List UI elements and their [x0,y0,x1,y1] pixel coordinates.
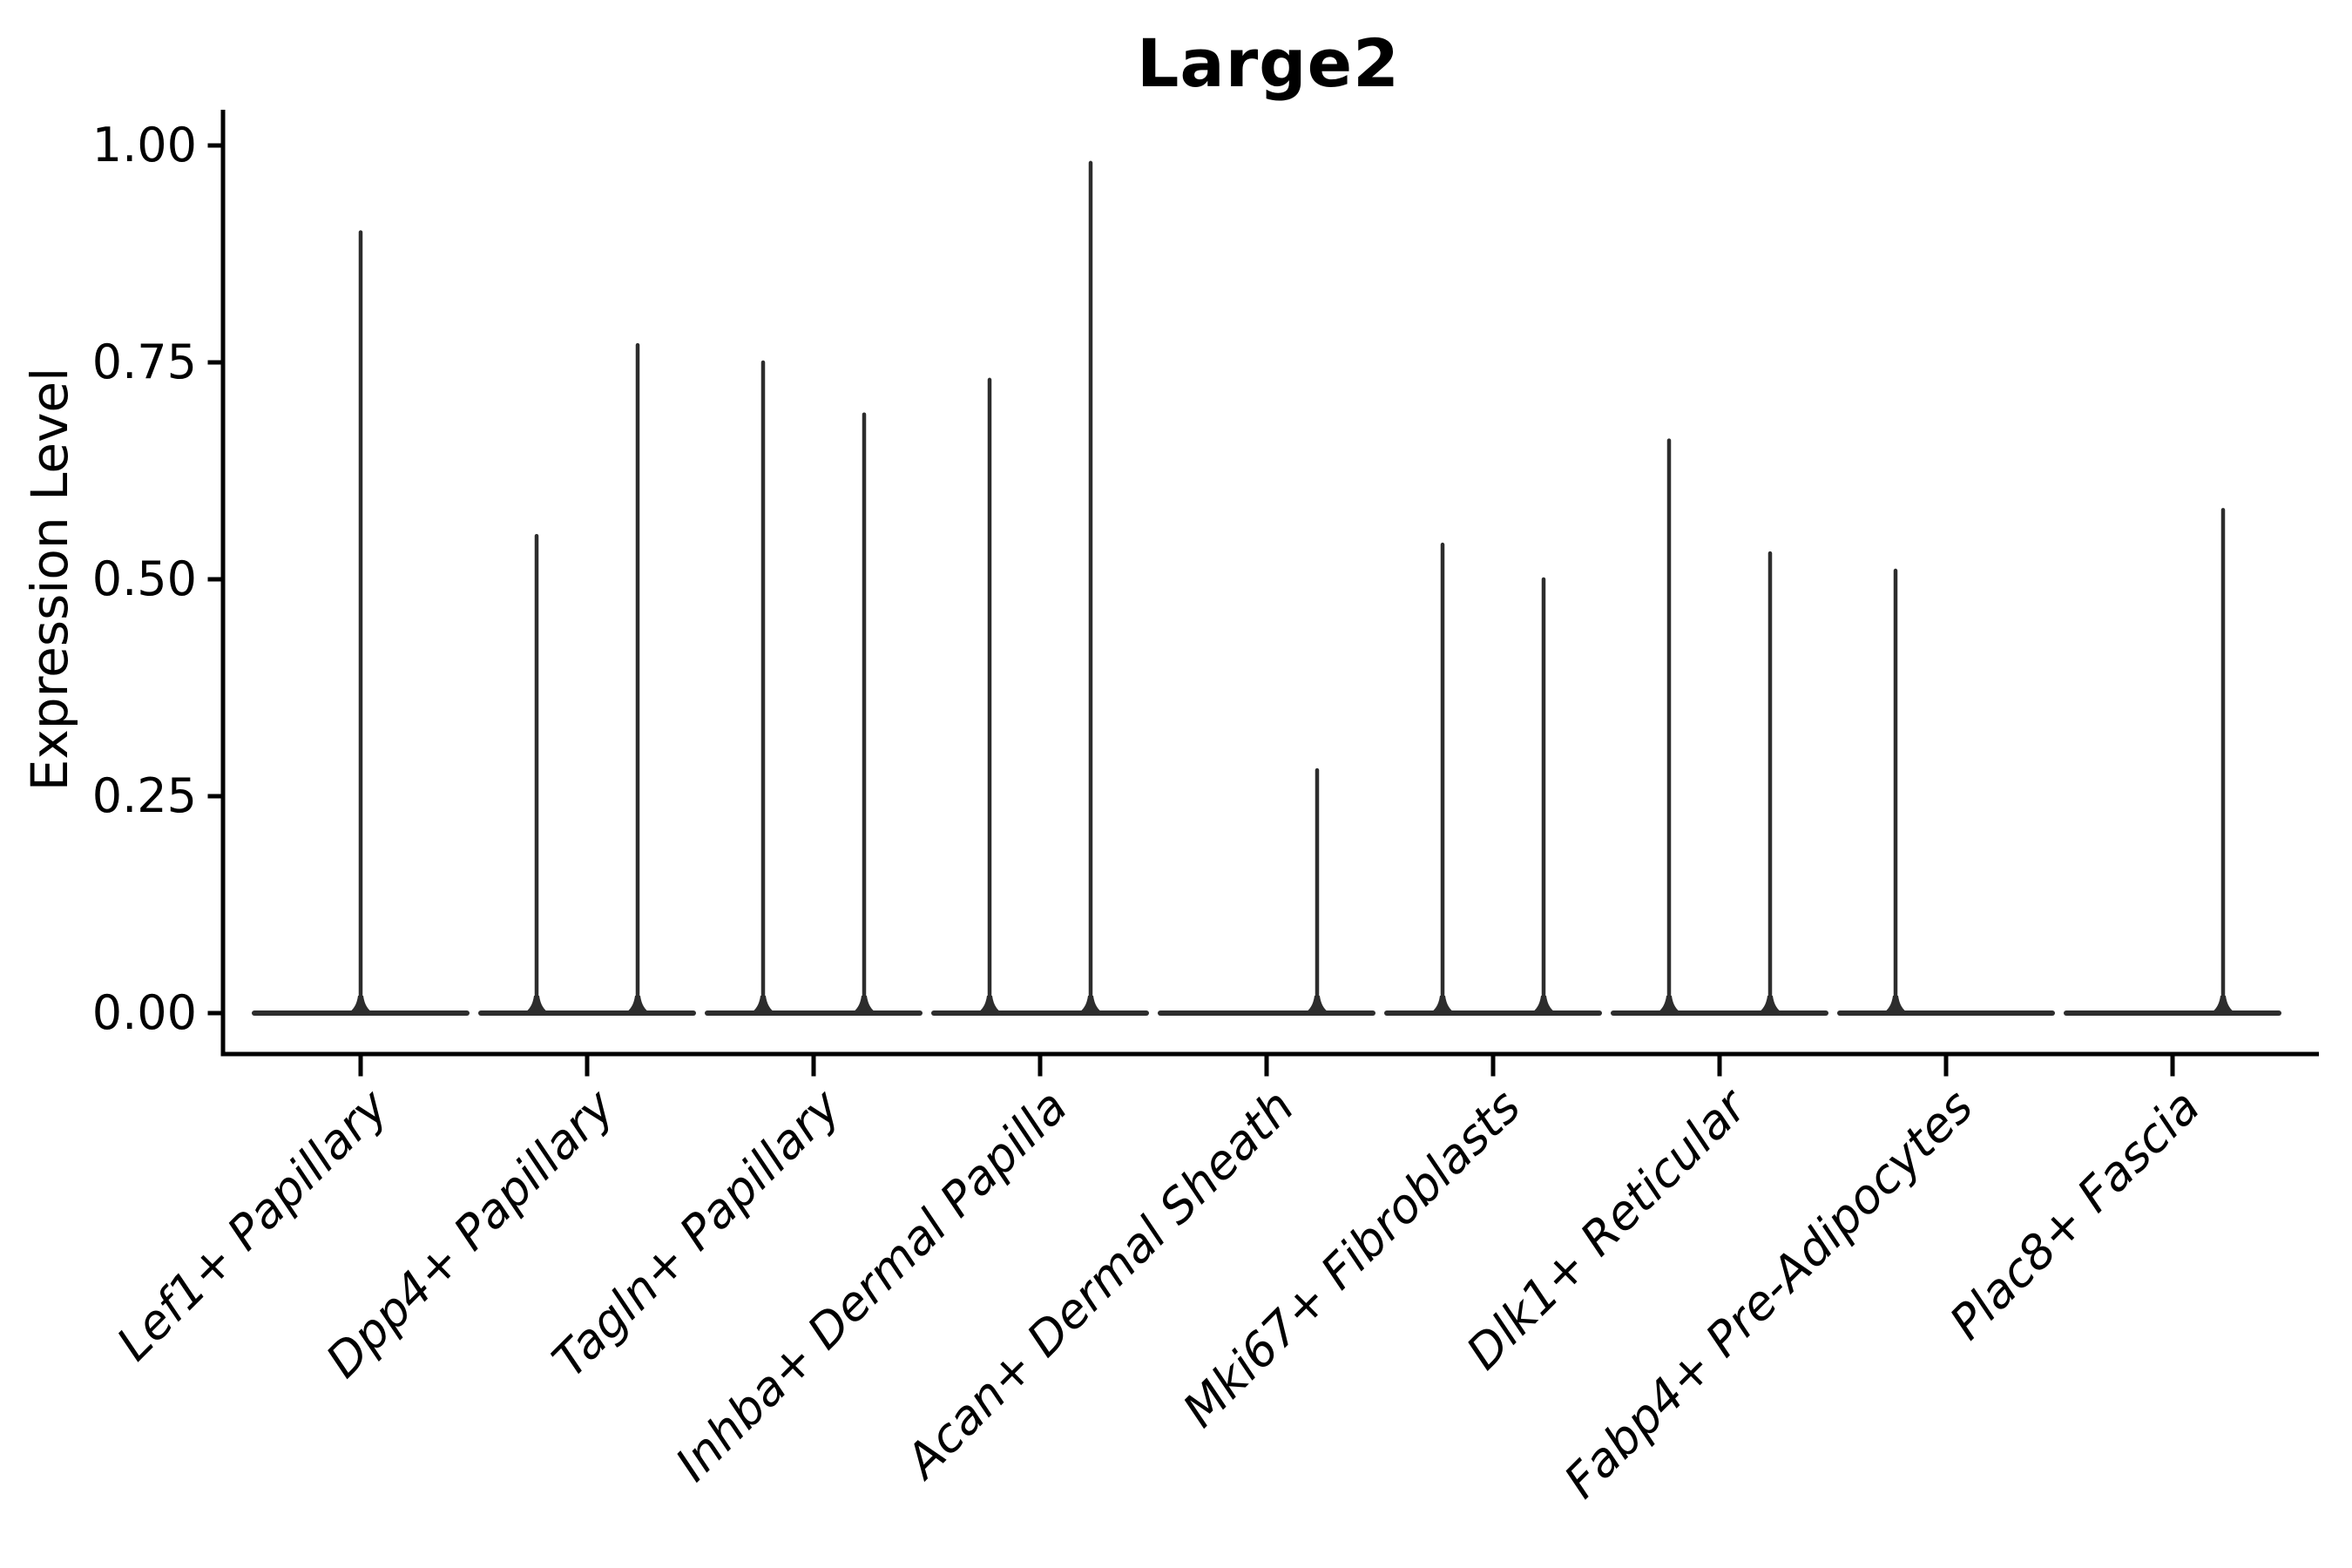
y-tick-label: 0.00 [91,985,197,1040]
y-tick-label: 0.25 [91,768,197,823]
y-tick-label: 0.75 [91,335,197,389]
chart-title: Large2 [1136,24,1401,102]
y-tick-label: 0.50 [91,551,197,606]
y-tick-label: 1.00 [91,118,197,172]
